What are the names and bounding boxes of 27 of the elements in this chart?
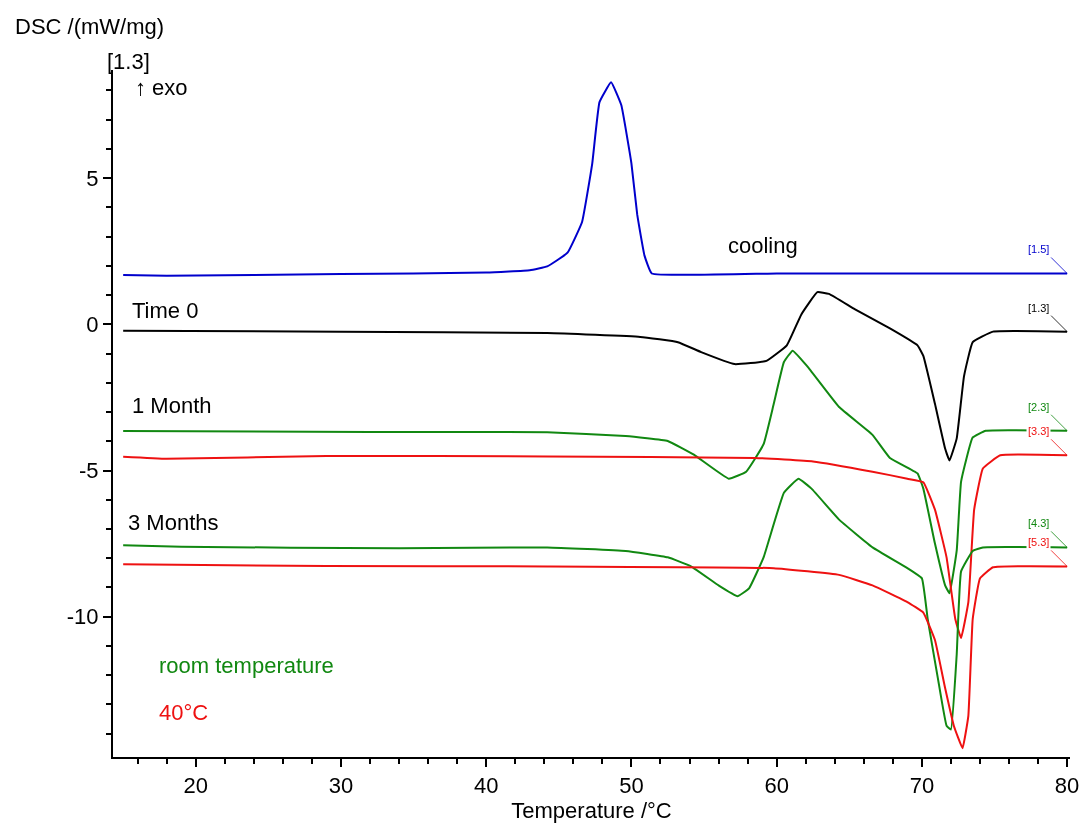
annotation: room temperature xyxy=(159,653,334,678)
x-tick-label: 20 xyxy=(183,773,209,799)
x-tick-label: 40 xyxy=(473,773,499,799)
annotation: [1.3] xyxy=(1028,302,1050,314)
y-tick-label: 0 xyxy=(86,312,99,338)
x-tick-label: 30 xyxy=(328,773,354,799)
y-tick-label: -10 xyxy=(66,604,99,630)
annotation: 3 Months xyxy=(128,510,219,535)
x-tick-label: 60 xyxy=(764,773,789,799)
annotation: [2.3] xyxy=(1028,401,1050,413)
annotation: [5.3] xyxy=(1028,536,1050,548)
annotation: 40°C xyxy=(159,700,209,725)
annotation: [4.3] xyxy=(1028,517,1050,529)
x-tick-label: 70 xyxy=(909,773,935,799)
annotation: [1.3] xyxy=(107,49,150,74)
x-tick-label: 50 xyxy=(619,773,644,799)
y-tick-label: -5 xyxy=(79,458,99,484)
x-axis-title: Temperature /°C xyxy=(511,798,672,824)
annotation: [1.5] xyxy=(1028,243,1050,255)
annotation: cooling xyxy=(728,233,798,258)
y-axis-title: DSC /(mW/mg) xyxy=(15,14,165,39)
annotation: ↑ exo xyxy=(135,75,188,100)
y-tick-label: 5 xyxy=(86,165,99,191)
annotation: [3.3] xyxy=(1028,425,1050,437)
x-tick-label: 80 xyxy=(1054,773,1080,799)
annotation: Time 0 xyxy=(132,298,199,323)
annotation: 1 Month xyxy=(132,393,212,418)
